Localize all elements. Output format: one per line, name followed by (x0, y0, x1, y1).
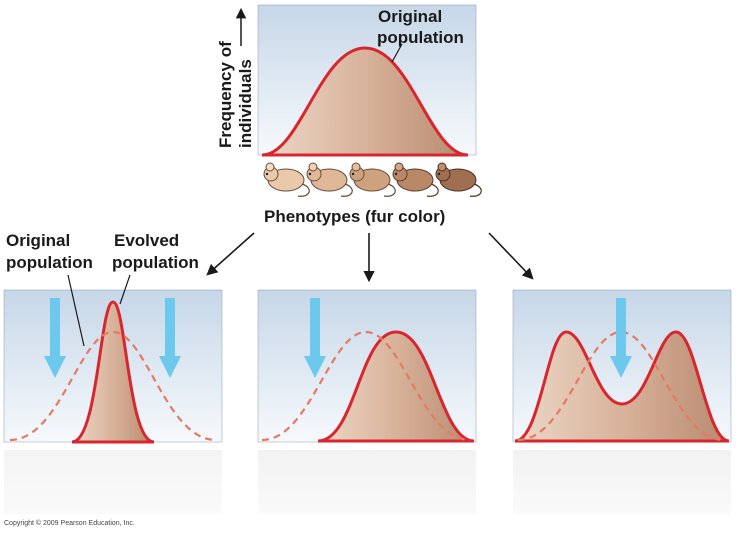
caption-placeholder-left (4, 450, 222, 514)
selection-arrow (304, 298, 326, 378)
selection-arrow-right (159, 298, 181, 378)
selection-arrow (610, 298, 632, 378)
arrow-to-right-panel (488, 232, 534, 280)
top-panel: Original population (257, 4, 477, 157)
left-original-label-line1: Original (6, 231, 70, 250)
original-label-pointer (67, 274, 85, 347)
y-axis-label-line1: Frequency of (216, 41, 235, 148)
selection-arrow-left (44, 298, 66, 378)
middle-panel (257, 289, 477, 443)
evolved-population-curve (71, 300, 155, 444)
evolved-label-pointer (119, 274, 131, 305)
caption-placeholder-middle (258, 450, 476, 514)
arrow-to-left-panel (206, 232, 255, 276)
left-original-label-line2: population (6, 253, 93, 272)
phenotype-label: Phenotypes (fur color) (264, 207, 445, 226)
evolved-population-curve (317, 330, 475, 443)
curve-label-line1: Original (378, 7, 442, 26)
y-axis-label-line2: individuals (236, 59, 255, 148)
mouse-icon (306, 162, 353, 197)
caption-placeholder-right (513, 450, 731, 514)
original-population-curve (261, 46, 469, 157)
left-evolved-label-line2: population (112, 253, 199, 272)
mouse-icon (435, 162, 482, 197)
phenotype-mice-row (263, 162, 482, 197)
y-axis-label: Frequency of individuals (216, 41, 255, 148)
curve-label-line2: population (377, 28, 464, 47)
mouse-icon (349, 162, 396, 197)
left-evolved-label-line1: Evolved (114, 231, 179, 250)
copyright-notice: Copyright © 2009 Pearson Education, Inc. (4, 520, 135, 527)
right-panel (512, 289, 732, 443)
mouse-icon (263, 162, 310, 197)
left-panel (3, 274, 223, 444)
mouse-icon (392, 162, 439, 197)
original-population-dashed-curve (261, 330, 471, 442)
curve-label-pointer (391, 43, 403, 63)
evolved-population-curve (514, 330, 730, 443)
